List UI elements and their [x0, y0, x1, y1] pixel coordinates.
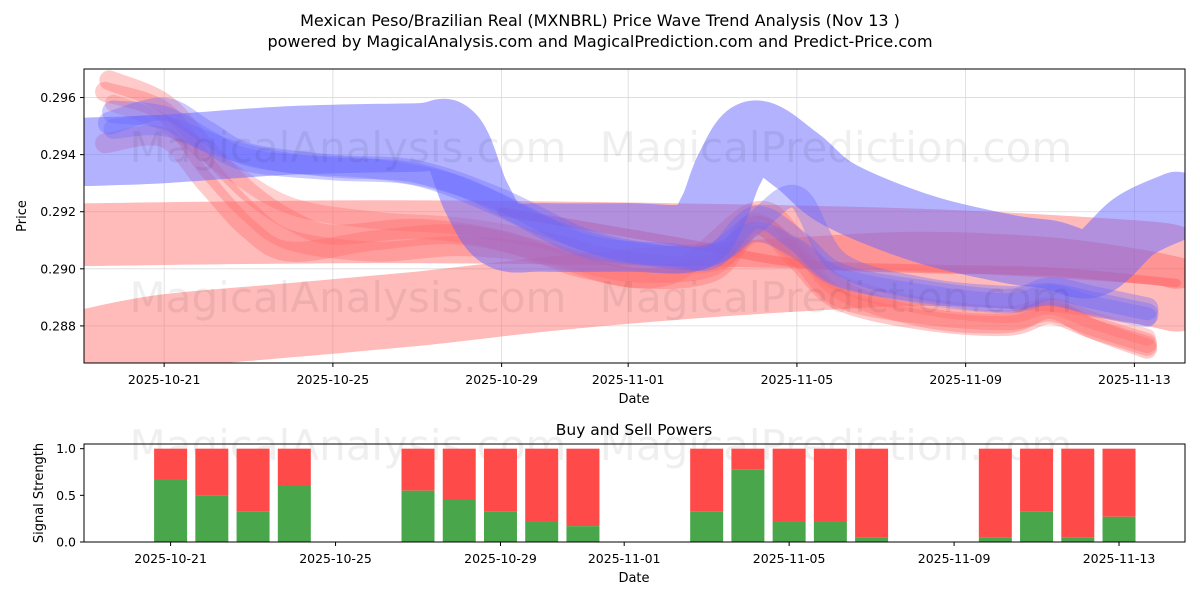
- buy-sell-x-tick-label: 2025-11-09: [918, 551, 991, 566]
- wave-red-wave-2: [99, 70, 1157, 359]
- sell-power-bar: [731, 448, 765, 470]
- chart-title-line2: powered by MagicalAnalysis.com and Magic…: [267, 32, 932, 51]
- sell-power-bar: [277, 448, 311, 486]
- sell-power-bar: [772, 448, 806, 522]
- price-wave-panel: MagicalAnalysis.com MagicalPrediction.co…: [15, 68, 1186, 407]
- wave-red-wave-3: [95, 125, 1157, 356]
- sell-power-bar: [1061, 448, 1095, 538]
- sell-power-bar: [483, 448, 517, 512]
- sell-power-bar: [195, 448, 229, 496]
- price-x-tick-label: 2025-11-13: [1098, 372, 1171, 387]
- buy-sell-x-tick-label: 2025-11-05: [753, 551, 826, 566]
- buy-power-bar: [442, 500, 476, 542]
- buy-power-bar: [690, 511, 724, 542]
- wave-blue-wave-2: [97, 97, 1159, 326]
- sell-power-bar: [442, 448, 476, 500]
- buy-sell-y-tick-label: 0.0: [56, 535, 76, 550]
- buy-sell-y-tick-label: 0.5: [56, 488, 76, 503]
- watermark-prediction-lower: MagicalPrediction.com: [600, 273, 1073, 322]
- wave-blue-band-upper: [84, 98, 1185, 299]
- price-plot-frame: [83, 68, 1186, 364]
- sell-power-bar: [690, 448, 724, 512]
- price-x-tick-label: 2025-11-09: [929, 372, 1002, 387]
- price-x-ticks: 2025-10-21 2025-10-25 2025-10-29 2025-11-01…: [128, 363, 1171, 387]
- price-x-tick-label: 2025-10-29: [465, 372, 538, 387]
- chart-title-line1: Mexican Peso/Brazilian Real (MXNBRL) Pri…: [300, 11, 900, 30]
- buy-power-bar: [401, 490, 435, 542]
- sell-power-bar: [566, 448, 600, 527]
- watermark-analysis: MagicalAnalysis.com: [130, 123, 567, 172]
- price-wave-series: [84, 70, 1185, 363]
- buy-power-bar: [236, 511, 270, 542]
- price-y-tick-label: 0.290: [40, 261, 76, 276]
- sell-power-bar: [401, 448, 435, 491]
- buy-sell-x-tick-label: 2025-10-29: [464, 551, 537, 566]
- buy-sell-x-tick-label: 2025-11-01: [588, 551, 661, 566]
- buy-sell-x-tick-label: 2025-11-13: [1083, 551, 1156, 566]
- sell-power-bar: [154, 448, 188, 480]
- buy-sell-y-ticks: 0.0 0.5 1.0: [56, 441, 84, 550]
- buy-power-bar: [525, 521, 559, 542]
- watermark-prediction: MagicalPrediction.com: [600, 123, 1073, 172]
- wave-blue-wave-3: [103, 115, 1157, 328]
- buy-sell-y-axis-label: Signal Strength: [32, 443, 47, 543]
- wave-blue-wave-1: [102, 100, 1159, 321]
- buy-sell-x-tick-label: 2025-10-25: [299, 551, 372, 566]
- buy-power-bar: [978, 537, 1012, 542]
- buy-sell-y-tick-label: 1.0: [56, 441, 76, 456]
- buy-sell-plot-frame: [83, 443, 1186, 543]
- price-y-tick-label: 0.296: [40, 90, 76, 105]
- buy-sell-x-ticks: 2025-10-21 2025-10-25 2025-10-29 2025-11-01…: [134, 542, 1155, 566]
- buy-sell-x-axis-label: Date: [618, 571, 649, 586]
- price-x-axis-label: Date: [618, 392, 649, 407]
- price-y-ticks: 0.288 0.290 0.292 0.294 0.296: [40, 90, 84, 333]
- sell-power-bar: [978, 448, 1012, 538]
- price-x-tick-label: 2025-11-05: [761, 372, 834, 387]
- buy-power-bar: [566, 526, 600, 542]
- buy-power-bar: [1061, 537, 1095, 542]
- buy-power-bar: [813, 521, 847, 542]
- buy-sell-bars: [154, 448, 1136, 542]
- buy-power-bar: [731, 469, 765, 542]
- price-x-tick-label: 2025-10-21: [128, 372, 201, 387]
- price-y-axis-label: Price: [15, 200, 30, 232]
- buy-power-bar: [855, 537, 889, 542]
- sell-power-bar: [813, 448, 847, 522]
- buy-power-bar: [154, 479, 188, 542]
- sell-power-bar: [1102, 448, 1136, 517]
- buy-power-bar: [483, 511, 517, 542]
- sell-power-bar: [1020, 448, 1054, 512]
- buy-sell-title: Buy and Sell Powers: [556, 421, 713, 439]
- buy-power-bar: [1020, 511, 1054, 542]
- price-x-tick-label: 2025-11-01: [592, 372, 665, 387]
- price-y-tick-label: 0.294: [40, 147, 76, 162]
- buy-power-bar: [1102, 516, 1136, 542]
- price-x-tick-label: 2025-10-25: [297, 372, 370, 387]
- sell-power-bar: [855, 448, 889, 538]
- buy-sell-panel: Buy and Sell Powers MagicalAnalysis.com …: [32, 421, 1186, 586]
- buy-power-bar: [277, 486, 311, 542]
- buy-power-bar: [772, 521, 806, 542]
- wave-red-wave-1: [95, 81, 1157, 353]
- watermark-analysis-lower: MagicalAnalysis.com: [130, 273, 567, 322]
- price-y-tick-label: 0.292: [40, 204, 76, 219]
- buy-sell-x-tick-label: 2025-10-21: [134, 551, 207, 566]
- buy-power-bar: [195, 495, 229, 542]
- sell-power-bar: [236, 448, 270, 512]
- sell-power-bar: [525, 448, 559, 522]
- price-y-tick-label: 0.288: [40, 318, 76, 333]
